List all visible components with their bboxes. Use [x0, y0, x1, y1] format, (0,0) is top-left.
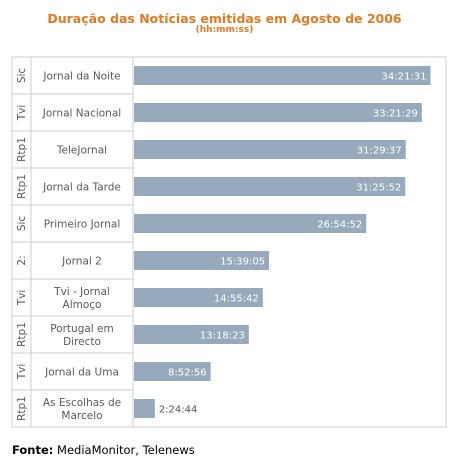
program-label: As Escolhas de	[43, 397, 121, 409]
value-label: 8:52:56	[168, 368, 207, 379]
bar	[134, 177, 406, 196]
bar	[134, 362, 211, 381]
channel-label: Rtp1	[16, 396, 28, 421]
bar	[134, 140, 406, 159]
channel-label: Sic	[16, 216, 28, 232]
channel-label: Rtp1	[16, 137, 28, 162]
bar	[134, 66, 431, 85]
program-label: Jornal da Tarde	[42, 182, 121, 194]
program-label: Jornal da Noite	[42, 71, 120, 83]
channel-label: Rtp1	[16, 322, 28, 347]
program-label: Tvi - Jornal	[53, 286, 110, 298]
value-label: 26:54:52	[317, 220, 362, 231]
channel-label: 2:	[16, 255, 28, 265]
program-label: Portugal em	[50, 323, 114, 335]
program-label: Jornal da Uma	[44, 367, 119, 379]
bar	[134, 399, 155, 418]
program-label: Marcelo	[61, 410, 102, 422]
program-label: Directo	[63, 336, 101, 348]
channel-label: Tvi	[16, 290, 28, 307]
channel-label: Tvi	[16, 105, 28, 122]
channel-label: Rtp1	[16, 174, 28, 199]
value-label: 33:21:29	[373, 109, 418, 120]
program-label: Primeiro Jornal	[44, 219, 121, 231]
program-label: Jornal 2	[61, 256, 102, 268]
source-label: Fonte:	[12, 443, 54, 457]
value-label: 15:39:05	[220, 257, 265, 268]
value-label: 2:24:44	[159, 405, 198, 416]
program-label: Almoço	[63, 299, 102, 311]
source-value: MediaMonitor, Telenews	[57, 443, 195, 457]
value-label: 14:55:42	[214, 294, 259, 305]
channel-label: Sic	[16, 68, 28, 84]
bar	[134, 325, 249, 344]
bar	[134, 288, 263, 307]
value-label: 31:29:37	[357, 146, 402, 157]
program-label: TeleJornal	[56, 145, 107, 157]
bar	[134, 103, 422, 122]
value-label: 13:18:23	[200, 331, 245, 342]
chart-subtitle: (hh:mm:ss)	[195, 25, 254, 35]
value-label: 31:25:52	[356, 183, 401, 194]
bar	[134, 251, 270, 270]
bar	[134, 214, 367, 233]
chart-title: Duração das Notícias emitidas em Agosto …	[47, 11, 402, 26]
source-note: Fonte: MediaMonitor, Telenews	[12, 443, 195, 457]
program-label: Jornal Nacional	[42, 108, 121, 120]
value-label: 34:21:31	[382, 72, 427, 83]
channel-label: Tvi	[16, 364, 28, 381]
